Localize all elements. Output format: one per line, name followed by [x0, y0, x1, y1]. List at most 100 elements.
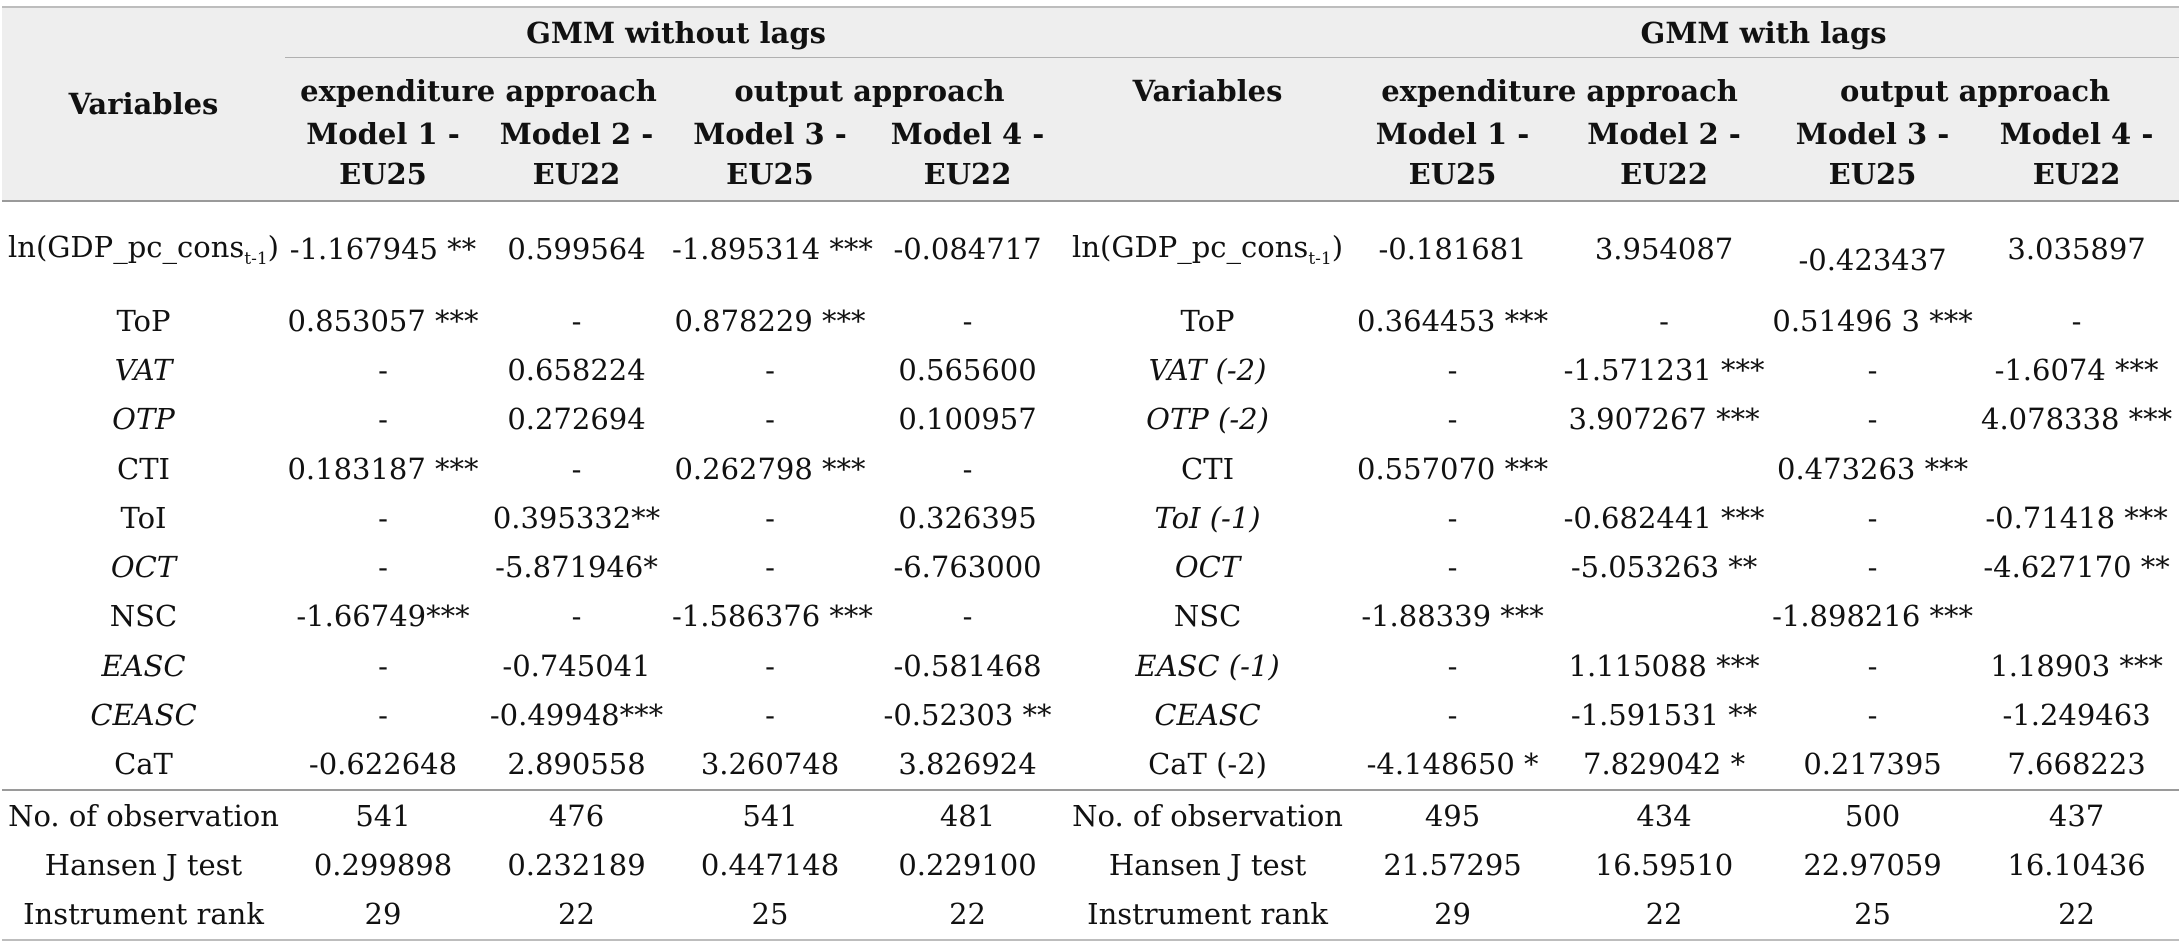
table-header: Variables GMM without lags GMM with lags…: [2, 6, 2180, 202]
coefficient-cell: -0.423437: [1798, 243, 1947, 277]
coefficient-cell: 0.183187 ***: [287, 451, 479, 486]
variable-name-left: ToI: [120, 500, 167, 535]
variable-name-left: CTI: [117, 451, 170, 486]
stat-value-cell: 0.232189: [507, 847, 646, 882]
table-row: ln(GDP_pc_const-1) -1.167945 ** 0.599564…: [2, 201, 2179, 296]
model-header: Model 2 - EU22: [499, 117, 654, 191]
model-header: Model 3 - EU25: [693, 117, 847, 191]
coefficient-cell: -: [571, 303, 582, 338]
stat-value-cell: 476: [481, 788, 672, 841]
coefficient-cell: 0.658224: [507, 352, 646, 387]
coefficient-cell: 0.272694: [507, 402, 646, 437]
stat-value-cell: 29: [1348, 889, 1558, 941]
coefficient-cell: 0.853057 ***: [287, 303, 479, 338]
approach-header-expenditure-left: expenditure approach: [300, 74, 657, 108]
coefficient-cell: 0.395332**: [492, 500, 661, 535]
coefficient-cell: 7.829042 *: [1583, 747, 1746, 782]
coefficient-cell: 0.51496 3 ***: [1772, 303, 1973, 338]
stat-value-cell: 481: [868, 788, 1068, 841]
coefficient-cell: -1.6074 ***: [1994, 352, 2159, 387]
coefficient-cell: 0.557070 ***: [1357, 451, 1549, 486]
gmm-results-table: Variables GMM without lags GMM with lags…: [2, 6, 2180, 941]
coefficient-cell: -: [765, 500, 775, 535]
coefficient-cell: -: [378, 698, 388, 733]
stat-label-left: Instrument rank: [2, 889, 285, 941]
variable-name-left: OTP: [112, 402, 175, 437]
coefficient-cell: 2.890558: [507, 747, 646, 782]
stat-value-cell: 21.57295: [1383, 847, 1522, 882]
coefficient-cell: -1.249463: [2002, 698, 2151, 733]
stat-value-cell: 437: [1974, 788, 2180, 841]
coefficient-cell: -: [962, 599, 973, 634]
coefficient-cell: -: [765, 698, 775, 733]
coefficient-cell: -: [1659, 303, 1669, 338]
coefficient-cell: -: [1867, 402, 1878, 437]
coefficient-cell: 3.035897: [2007, 232, 2146, 266]
coefficient-cell: -: [2071, 303, 2082, 338]
table-row: OTP - 0.272694 - 0.100957 OTP (-2) - 3.907267 *…: [2, 395, 2179, 444]
group-header-gmm-with-lags: GMM with lags: [1348, 6, 2180, 58]
coefficient-cell: -: [1447, 550, 1458, 585]
variable-name-left: CEASC: [90, 698, 197, 733]
coefficient-cell: -1.571231 ***: [1563, 352, 1765, 387]
coefficient-cell: -: [962, 451, 973, 486]
coefficient-cell: 0.326395: [898, 500, 1037, 535]
coefficient-cell: -: [765, 550, 775, 585]
table-row: NSC -1.66749*** - -1.586376 *** - NSC -1.88339…: [2, 592, 2179, 641]
variables-header-left: Variables: [2, 6, 285, 202]
table-body: ln(GDP_pc_const-1) -1.167945 ** 0.599564…: [2, 201, 2180, 941]
coefficient-cell: -: [765, 648, 775, 683]
stat-value-cell: 16.59510: [1594, 847, 1734, 882]
stat-label-left: Hansen J test: [44, 847, 243, 882]
stat-value-cell: 22.97059: [1803, 847, 1942, 882]
coefficient-cell: -6.763000: [893, 550, 1042, 585]
coefficient-cell: -: [378, 352, 388, 387]
coefficient-cell: 3.826924: [898, 747, 1037, 782]
variable-name-right: OTP (-2): [1146, 402, 1269, 437]
table-row: CaT -0.622648 2.890558 3.260748 3.826924 CaT …: [2, 740, 2179, 790]
coefficient-cell: -: [1867, 648, 1878, 683]
coefficient-cell: 0.599564: [507, 232, 646, 266]
coefficient-cell: -: [571, 599, 582, 634]
stats-row: No. of observation 541 476 541 481 No. of obs…: [2, 788, 2180, 841]
coefficient-cell: 0.364453 ***: [1357, 303, 1549, 338]
coefficient-cell: -1.898216 ***: [1772, 599, 1973, 634]
coefficient-cell: -: [378, 550, 388, 585]
stat-value-cell: 29: [285, 889, 481, 941]
coefficient-cell: -: [1867, 352, 1878, 387]
coefficient-cell: -4.148650 *: [1366, 747, 1539, 782]
variable-name-left: EASC: [101, 648, 186, 683]
coefficient-cell: -: [378, 648, 388, 683]
coefficient-cell: -: [1867, 500, 1878, 535]
stat-value-cell: 434: [1557, 788, 1772, 841]
coefficient-cell: 0.262798 ***: [674, 451, 866, 486]
coefficient-cell: 0.473263 ***: [1777, 451, 1969, 486]
coefficient-cell: -: [1447, 402, 1458, 437]
coefficient-cell: -: [962, 303, 973, 338]
coefficient-cell: -0.52303 **: [883, 698, 1052, 733]
variable-name-right: OCT: [1174, 550, 1241, 585]
stat-value-cell: 25: [672, 889, 868, 941]
coefficient-cell: -0.682441 ***: [1563, 500, 1765, 535]
coefficient-cell: -1.167945 **: [289, 232, 477, 266]
stat-value-cell: 541: [672, 788, 868, 841]
table-row: CTI 0.183187 *** - 0.262798 *** - CTI 0.557070…: [2, 444, 2179, 493]
stat-label-left: No. of observation: [2, 788, 285, 841]
variables-header-right: Variables: [1132, 74, 1283, 108]
coefficient-cell: -0.181681: [1378, 232, 1527, 266]
variable-name-right: CTI: [1181, 451, 1235, 486]
stat-value-cell: 0.447148: [700, 847, 840, 882]
group-header-spacer: [1067, 6, 1349, 58]
model-header: Model 1 - EU25: [306, 117, 460, 191]
table-row: EASC - -0.745041 - -0.581468 EASC (-1) - 1.1150…: [2, 641, 2179, 690]
coefficient-cell: [1557, 592, 1771, 641]
coefficient-cell: 3.260748: [700, 747, 840, 782]
coefficient-cell: 1.115088 ***: [1568, 648, 1760, 683]
coefficient-cell: -: [1447, 648, 1458, 683]
stat-value-cell: 22: [1974, 889, 2180, 941]
coefficient-cell: -: [378, 500, 388, 535]
coefficient-cell: -: [1447, 500, 1458, 535]
coefficient-cell: 1.18903 ***: [1990, 648, 2163, 683]
coefficient-cell: 0.100957: [898, 402, 1037, 437]
variable-name-right: ToI (-1): [1154, 500, 1261, 535]
